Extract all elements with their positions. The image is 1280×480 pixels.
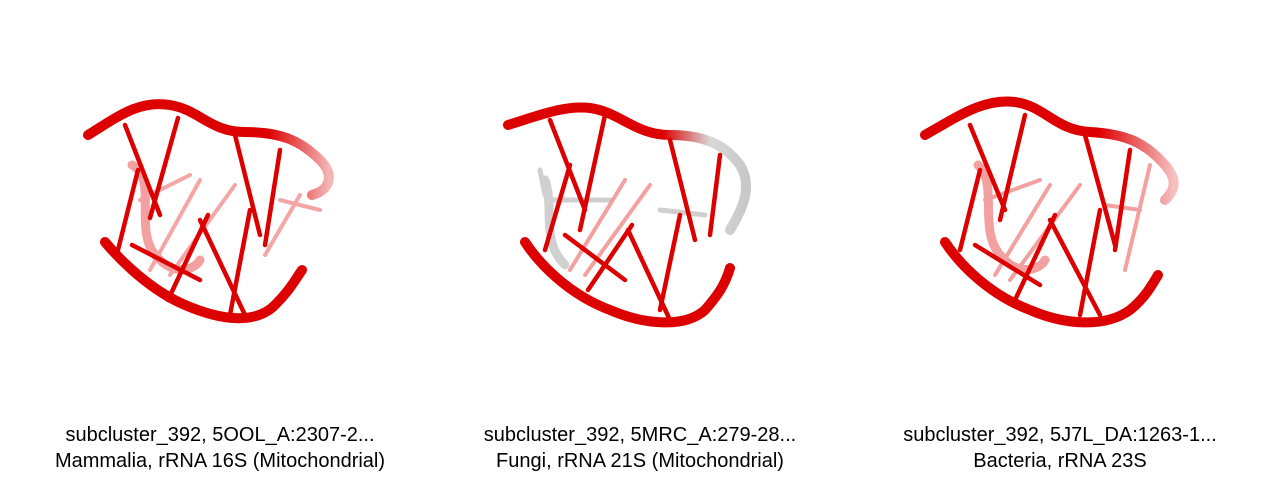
caption-line-2: Fungi, rRNA 21S (Mitochondrial) [496,450,784,472]
rna-structure-render [503,102,752,328]
panel-caption: subcluster_392, 5MRC_A:279-28... Fungi, … [430,422,850,474]
caption-line-2: Mammalia, rRNA 16S (Mitochondrial) [54,450,386,472]
caption-line-1: subcluster_392, 5J7L_DA:1263-1... [903,424,1217,446]
structure-panel-2: subcluster_392, 5MRC_A:279-28... Fungi, … [430,0,850,480]
caption-line-1: subcluster_392, 5OOL_A:2307-2... [65,424,375,446]
panel-caption: subcluster_392, 5J7L_DA:1263-1... Bacter… [850,422,1270,474]
structure-panel-1: subcluster_392, 5OOL_A:2307-2... Mammali… [10,0,430,480]
rna-structure-render [83,99,334,324]
structure-panel-3: subcluster_392, 5J7L_DA:1263-1... Bacter… [850,0,1270,480]
caption-line-1: subcluster_392, 5MRC_A:279-28... [483,424,797,446]
caption-line-2: Bacteria, rRNA 23S [973,450,1147,472]
rna-structure-render [920,96,1179,328]
panel-caption: subcluster_392, 5OOL_A:2307-2... Mammali… [10,422,430,474]
